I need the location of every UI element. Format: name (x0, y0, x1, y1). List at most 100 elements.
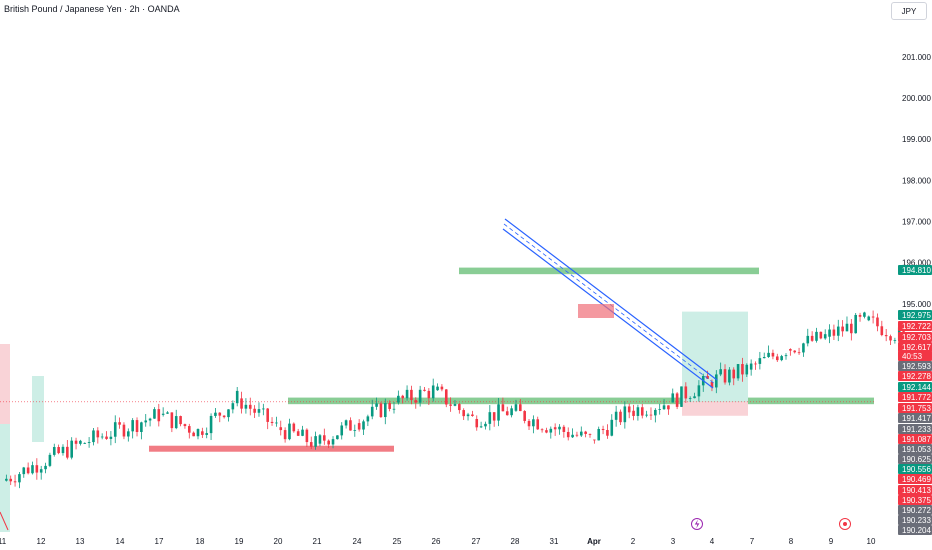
price-label: 190.233 (902, 516, 931, 525)
candle-body (349, 420, 352, 431)
candle-body (802, 343, 805, 353)
channel-upper-line (504, 218, 718, 381)
x-tick-label: 4 (710, 537, 715, 546)
price-label-bg (898, 474, 932, 484)
candle-body (745, 364, 749, 375)
candle-body (70, 440, 73, 458)
candle-body (436, 386, 439, 391)
price-labels: 194.810 192.975 192.722 192.703192.61740:53… (898, 265, 932, 535)
candle-body (797, 352, 801, 354)
y-tick-label: 197.000 (902, 218, 931, 227)
candle-body (379, 403, 383, 418)
candle-body (79, 440, 82, 444)
zones-layer (0, 267, 876, 532)
candle-body (623, 406, 627, 423)
candle-body (144, 420, 148, 423)
candle-body (475, 418, 479, 428)
candle-body (880, 326, 884, 336)
candle-body (61, 446, 65, 454)
candle-body (414, 400, 418, 403)
candle-body (793, 350, 797, 353)
candle-body (5, 478, 8, 481)
candle-body (100, 436, 104, 438)
price-label: 40:53 (902, 352, 923, 361)
candle-body (57, 447, 60, 454)
candle-body (593, 439, 596, 441)
candle-body (392, 408, 396, 410)
candle-body (479, 426, 483, 428)
price-label: 192.617 (902, 343, 931, 352)
event-markers (691, 518, 851, 530)
chart-title: British Pound / Japanese Yen · 2h · OAND… (4, 4, 180, 14)
candle-body (244, 404, 248, 409)
left-position-box (0, 424, 10, 532)
candle-body (466, 414, 470, 417)
candle-body (270, 421, 274, 423)
price-label: 190.375 (902, 496, 931, 505)
price-label-bg (898, 342, 932, 352)
price-label: 191.233 (902, 425, 931, 434)
candle-body (545, 430, 548, 433)
candle-body (196, 429, 200, 437)
price-label: 191.753 (902, 404, 931, 413)
candle-body (148, 418, 152, 421)
candle-body (789, 349, 792, 351)
candle-body (775, 356, 779, 361)
candle-body (667, 405, 670, 410)
candle-body (771, 352, 775, 357)
candle-body (484, 423, 487, 427)
candle-body (309, 442, 313, 447)
x-tick-label: 2 (631, 537, 636, 546)
candle-body (327, 440, 330, 445)
candle-body (858, 314, 862, 317)
candle-body (109, 436, 113, 439)
candle-body (610, 419, 614, 436)
price-label: 192.278 (902, 372, 931, 381)
candle-body (710, 381, 714, 388)
x-tick-label: 21 (313, 537, 322, 546)
candle-body (83, 442, 87, 444)
candle-body (601, 428, 605, 431)
candle-body (227, 409, 230, 418)
candle-body (658, 409, 661, 410)
candle-body (588, 433, 592, 435)
x-tick-label: 25 (393, 537, 402, 546)
price-label-bg (898, 310, 932, 320)
candle-body (854, 314, 857, 334)
x-tick-label: 8 (789, 537, 794, 546)
candle-body (754, 363, 757, 365)
price-label-bg (898, 515, 932, 525)
price-label-bg (898, 444, 932, 454)
support-zone (288, 397, 874, 405)
price-label-bg (898, 382, 932, 392)
lightning-glyph-icon (694, 519, 700, 529)
candle-body (209, 415, 213, 434)
candle-body (850, 323, 853, 334)
candles-layer (5, 310, 932, 489)
candle-body (636, 407, 640, 416)
candle-body (876, 317, 879, 327)
candle-body (13, 481, 17, 483)
candle-body (431, 385, 435, 399)
candle-body (344, 420, 348, 426)
candle-body (836, 326, 840, 336)
red-zone (149, 445, 394, 452)
candle-body (566, 431, 570, 438)
candle-body (627, 406, 631, 413)
candle-body (383, 402, 387, 418)
candle-body (166, 412, 169, 414)
candle-body (375, 403, 378, 407)
candle-body (161, 413, 165, 415)
x-tick-label: 3 (671, 537, 676, 546)
candle-body (222, 415, 226, 418)
currency-button[interactable]: JPY (891, 2, 927, 20)
candle-body (366, 416, 370, 422)
candle-body (388, 402, 391, 409)
x-tick-label: 28 (511, 537, 520, 546)
candle-body (845, 323, 849, 332)
price-label: 192.593 (902, 362, 931, 371)
candle-body (22, 467, 26, 475)
candle-body (31, 465, 34, 474)
price-label-bg (898, 265, 932, 275)
